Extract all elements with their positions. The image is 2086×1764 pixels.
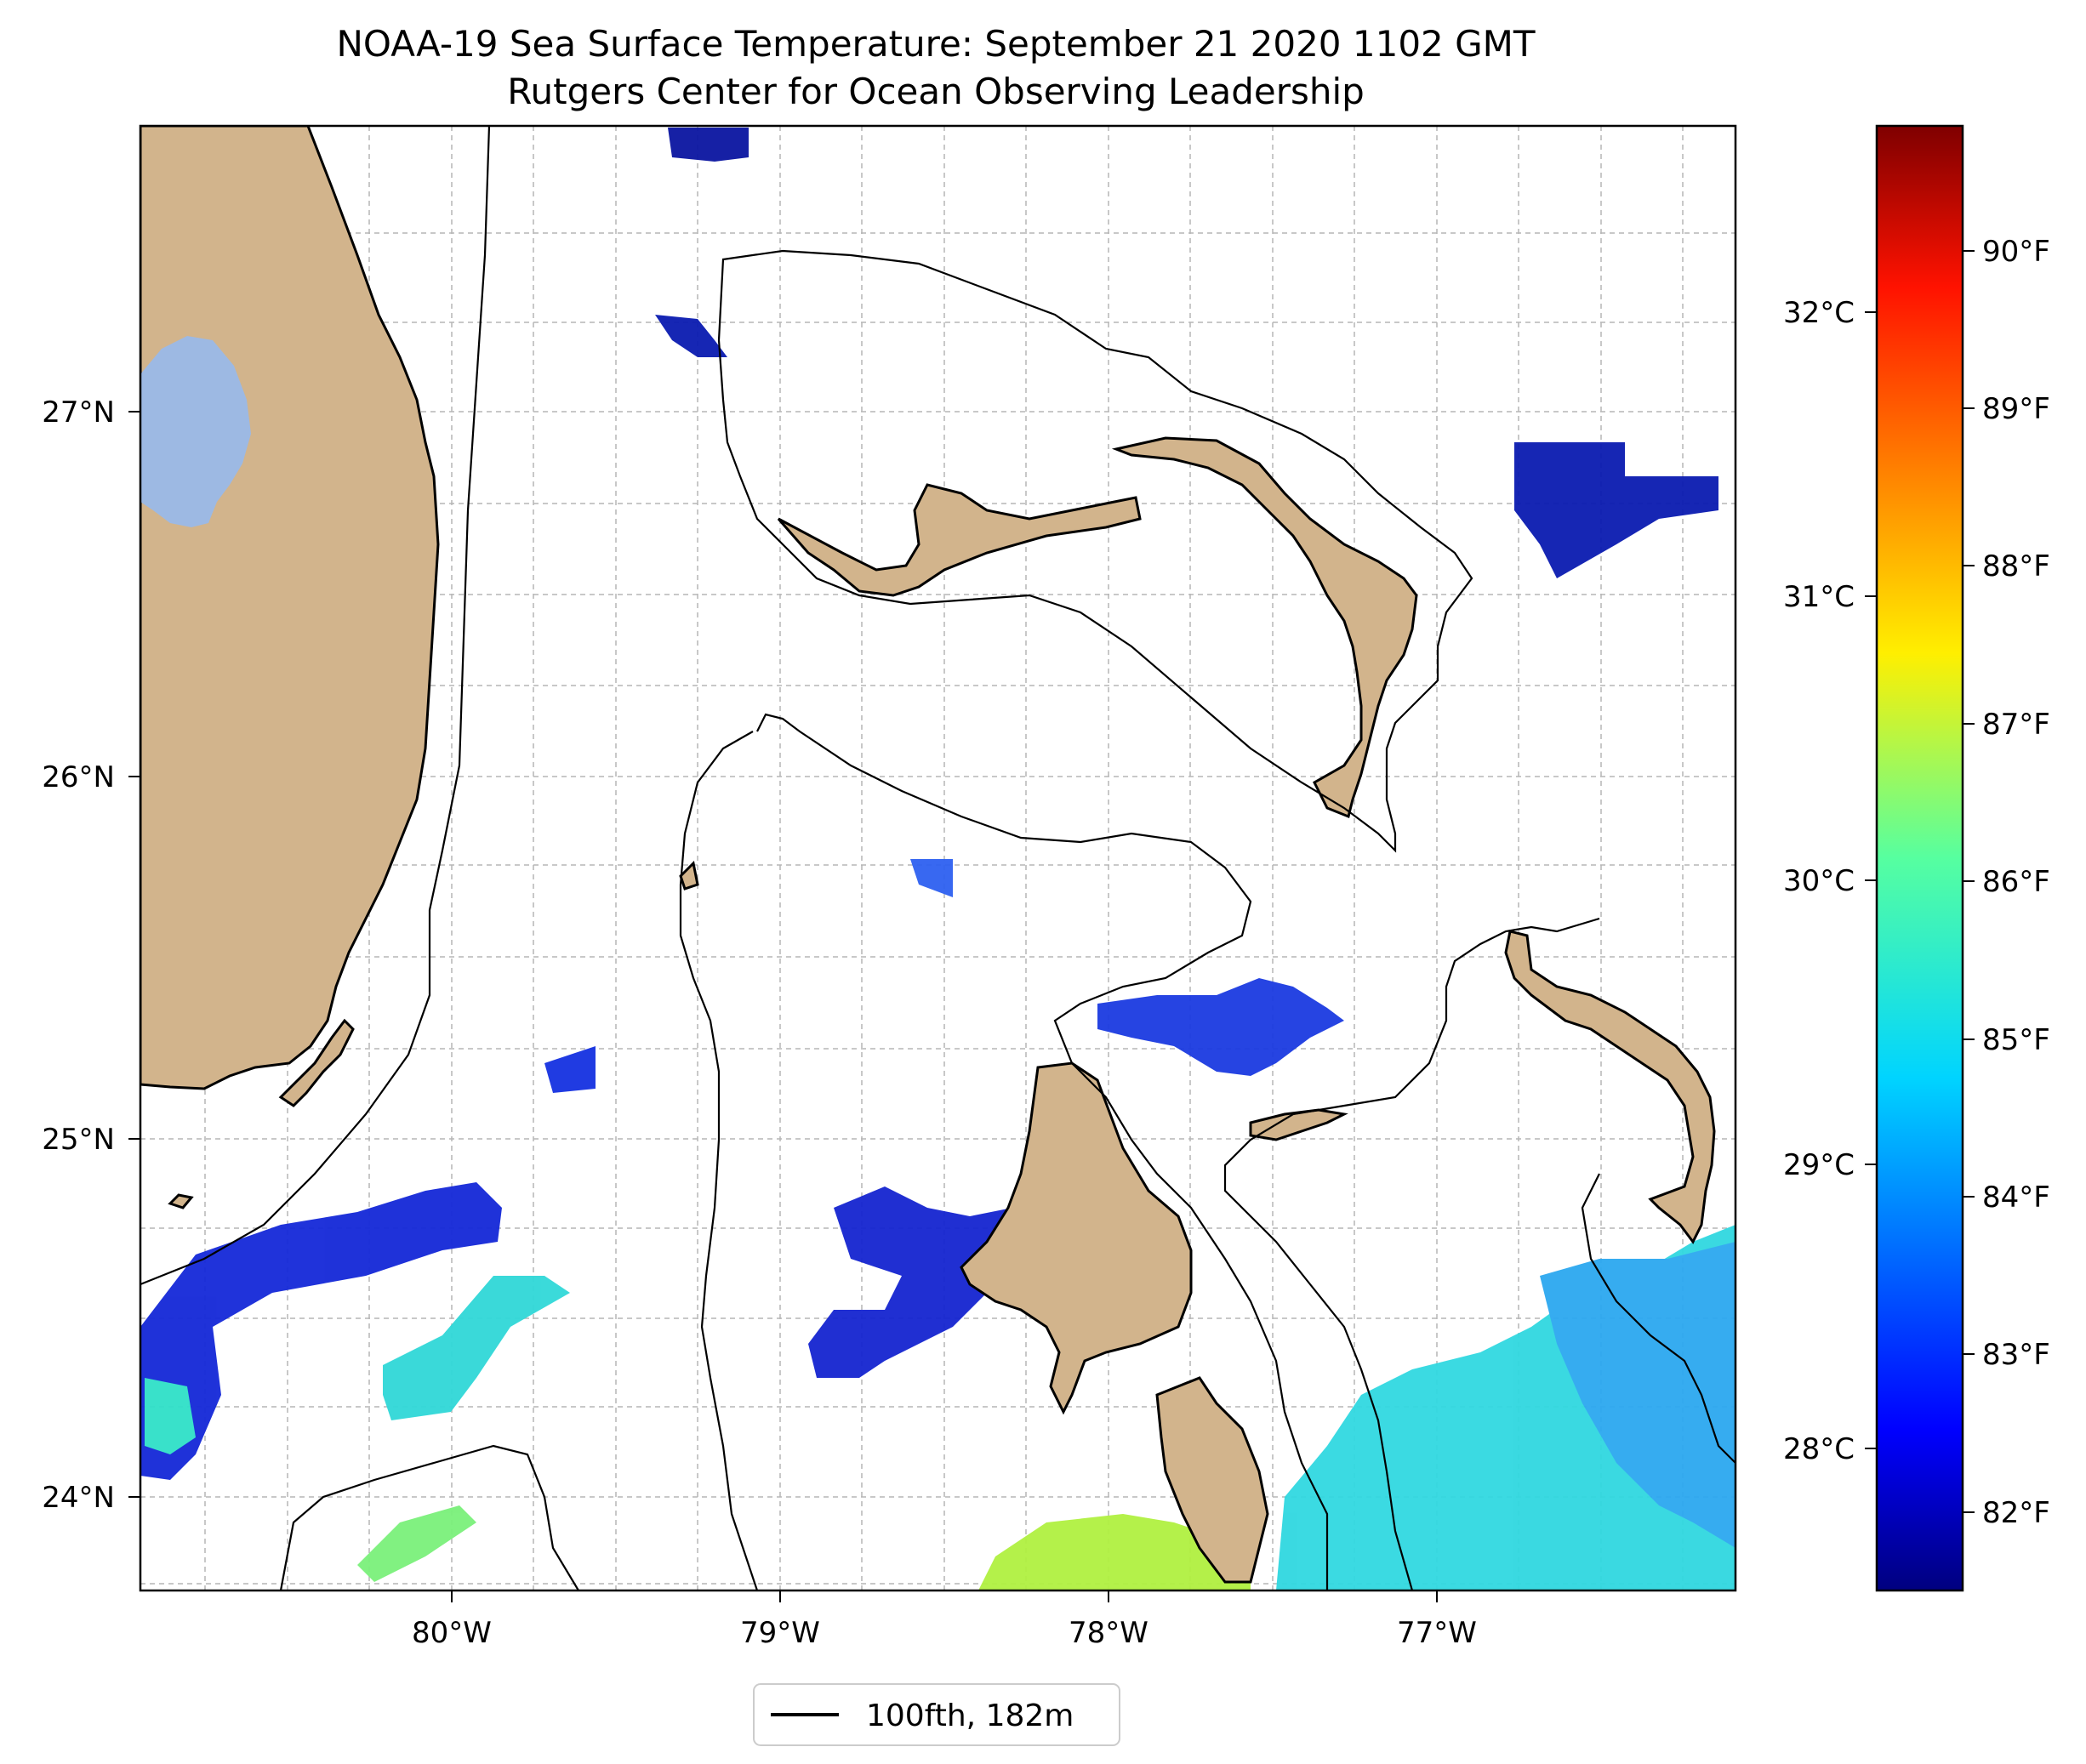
land-andros — [960, 1061, 1193, 1415]
legend-box — [753, 1683, 1120, 1746]
colorbar-c-32: 32°C — [1783, 296, 1855, 330]
land-eleuthera — [1504, 930, 1716, 1244]
contour-cay-sal-bank — [279, 1444, 579, 1590]
sst-patch-blue-mid — [1097, 978, 1344, 1076]
x-tick-label-77w: 77°W — [1397, 1616, 1477, 1650]
colorbar-c-29: 29°C — [1783, 1148, 1855, 1182]
axis-ticks — [128, 411, 1438, 1602]
lake-okeechobee — [140, 336, 251, 527]
colorbar-f-90: 90°F — [1982, 235, 2050, 269]
title-line-1: NOAA-19 Sea Surface Temperature: Septemb… — [336, 23, 1535, 65]
land-abaco — [1111, 436, 1418, 819]
map-frame — [139, 124, 1737, 1592]
sst-patch-blue-south-mid — [808, 1186, 1012, 1378]
colorbar: 32°C 31°C 30°C 29°C 28°C 90°F 89°F 88°F … — [1783, 124, 2050, 1592]
bathymetry-contours — [140, 126, 1735, 1590]
sst-patch-green-keys — [357, 1505, 476, 1582]
colorbar-f-85: 85°F — [1982, 1023, 2050, 1057]
colorbar-f-82: 82°F — [1982, 1496, 2050, 1530]
x-tick-label-79w: 79°W — [740, 1616, 820, 1650]
colorbar-c-28: 28°C — [1783, 1432, 1855, 1466]
colorbar-c-31: 31°C — [1783, 580, 1855, 614]
y-tick-label-26n: 26°N — [42, 760, 115, 794]
colorbar-f-83: 83°F — [1982, 1338, 2050, 1372]
colorbar-celsius-ticks — [1865, 311, 1877, 1449]
contour-florida-shelf — [140, 126, 491, 1286]
colorbar-f-88: 88°F — [1982, 549, 2050, 583]
land-keys-2 — [168, 1193, 194, 1209]
contour-great-bahama-bank — [1223, 917, 1600, 1590]
y-tick-label-24n: 24°N — [42, 1481, 115, 1515]
legend-label: 100fth, 182m — [866, 1699, 1074, 1733]
sst-patch-blue-north — [668, 128, 749, 162]
sst-patch-blue-small-3 — [655, 315, 727, 357]
sst-patch-yellowgreen-south — [978, 1514, 1251, 1590]
contour-little-bahama-bank — [717, 249, 1473, 853]
colorbar-c-30: 30°C — [1783, 864, 1855, 898]
sst-patch-cyan-keys — [383, 1276, 570, 1420]
x-tick-label-80w: 80°W — [412, 1616, 492, 1650]
colorbar-fahrenheit-ticks — [1963, 250, 1975, 1513]
sst-patch-blue-ne — [1514, 442, 1718, 578]
contour-bimini-bank — [679, 731, 759, 1590]
sst-patch-blue-small-1 — [544, 1046, 596, 1093]
colorbar-gradient — [1875, 124, 1964, 1592]
sst-data-layer — [140, 128, 1735, 1590]
title-line-2: Rutgers Center for Ocean Observing Leade… — [507, 71, 1365, 112]
y-tick-label-27n: 27°N — [42, 395, 115, 430]
map-panel: 80°W 79°W 78°W 77°W 27°N 26°N 25°N 24°N — [42, 124, 1737, 1650]
y-tick-label-25n: 25°N — [42, 1123, 115, 1157]
contour-ragged-islands — [1581, 1173, 1735, 1464]
legend: 100fth, 182m — [753, 1683, 1120, 1746]
land-andros-south — [1155, 1376, 1269, 1584]
land-keys-1 — [278, 1018, 355, 1107]
x-tick-label-78w: 78°W — [1069, 1616, 1148, 1650]
colorbar-f-84: 84°F — [1982, 1181, 2050, 1215]
colorbar-f-86: 86°F — [1982, 865, 2050, 899]
land-grand-bahama — [777, 483, 1142, 597]
colorbar-f-89: 89°F — [1982, 392, 2050, 426]
sst-patch-cyan-west — [145, 1378, 196, 1454]
land-bimini — [679, 860, 699, 891]
sst-patch-blue-small-2 — [910, 859, 953, 897]
contour-andros-west — [756, 713, 1329, 1590]
colorbar-f-87: 87°F — [1982, 708, 2050, 742]
sst-patch-lightblue-east — [1540, 1242, 1735, 1548]
sst-patch-florida-straits-south — [140, 1182, 502, 1480]
